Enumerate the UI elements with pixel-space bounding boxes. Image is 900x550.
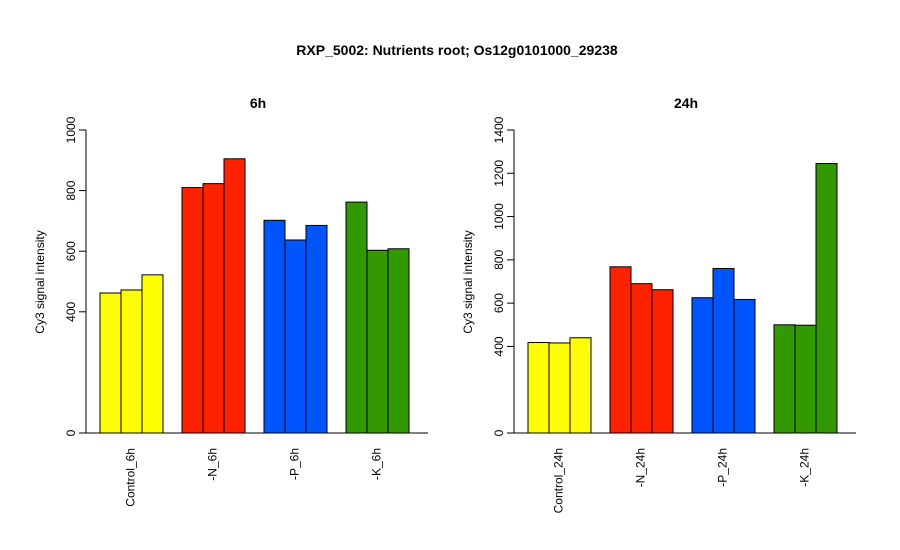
x-tick-label: -N_24h (634, 448, 648, 487)
bar (712, 268, 735, 434)
bar (651, 289, 674, 434)
bar (305, 224, 328, 434)
x-tick-label: -P_6h (288, 448, 302, 480)
bar (223, 158, 246, 434)
bar (120, 289, 143, 434)
bar (141, 274, 164, 434)
bar (99, 292, 122, 434)
y-axis-label: Cy3 signal intensity (33, 230, 47, 333)
x-tick-label: -K_6h (370, 448, 384, 480)
y-tick-label: 800 (492, 250, 506, 270)
bar (691, 297, 714, 434)
main-title: RXP_5002: Nutrients root; Os12g0101000_2… (296, 42, 618, 58)
bar (263, 219, 286, 434)
bar (609, 266, 632, 434)
x-tick-label: Control_24h (552, 448, 566, 513)
y-tick-label: 1000 (492, 203, 506, 230)
x-tick-label: -P_24h (716, 448, 730, 487)
bar (345, 201, 368, 434)
y-tick-label: 600 (492, 293, 506, 313)
bar (733, 298, 756, 434)
y-tick-label: 1400 (492, 116, 506, 143)
panel-24h: 24h Cy3 signal intensity 0 400 600 800 1000 1… (461, 95, 856, 513)
bar (815, 163, 838, 434)
y-tick-label: 800 (64, 180, 78, 200)
x-tick-label: Control_6h (124, 448, 138, 507)
plot-area: 0 400 600 800 1000 Control_6h -N_6h -P_6h -K_6h (64, 116, 428, 507)
bar (569, 337, 592, 434)
bar (284, 239, 307, 434)
bar (527, 342, 550, 434)
panel-6h: 6h Cy3 signal intensity 0 400 600 800 1000 Co… (33, 95, 428, 507)
x-tick-label: -N_6h (206, 448, 220, 481)
panel-title: 24h (674, 95, 698, 111)
x-tick-label: -K_24h (798, 448, 812, 487)
y-axis-label: Cy3 signal intensity (461, 230, 475, 333)
bar (387, 248, 410, 434)
y-tick-label: 1200 (492, 160, 506, 187)
panel-title: 6h (250, 95, 266, 111)
y-tick-label: 0 (492, 429, 506, 436)
y-tick-label: 400 (64, 301, 78, 321)
bar (630, 283, 653, 434)
bar (202, 183, 225, 434)
y-tick-label: 1000 (64, 116, 78, 143)
bar (548, 342, 571, 434)
bar (794, 324, 817, 434)
bar (773, 324, 796, 434)
y-tick-label: 600 (64, 241, 78, 261)
y-tick-label: 400 (492, 336, 506, 356)
y-tick-label: 0 (64, 429, 78, 436)
bar (181, 187, 204, 434)
bar (366, 249, 389, 434)
plot-area: 0 400 600 800 1000 1200 1400 Control_24h -N_24h -… (492, 116, 856, 513)
